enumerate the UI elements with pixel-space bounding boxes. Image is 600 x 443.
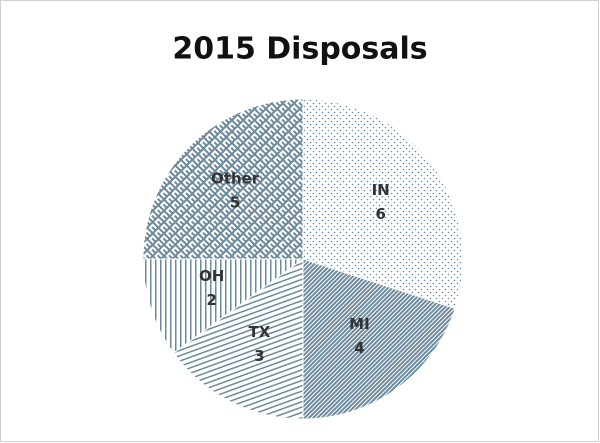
slice-value: 5 — [230, 194, 240, 212]
slice-value: 2 — [206, 291, 216, 309]
slice-label: Other — [211, 170, 260, 188]
slice-value: 6 — [375, 205, 385, 223]
chart-title: 2015 Disposals — [172, 32, 427, 67]
slice-value: 4 — [354, 339, 364, 357]
slice-value: 3 — [254, 347, 264, 365]
pie-slice — [302, 98, 464, 310]
pie-slice — [142, 98, 304, 260]
pie-slice — [302, 258, 456, 420]
slice-label: OH — [199, 267, 224, 285]
slice-label: TX — [249, 323, 271, 341]
pie-slice — [172, 258, 304, 420]
slice-label: IN — [372, 181, 390, 199]
slice-label: MI — [349, 315, 370, 333]
pie-slice — [142, 258, 305, 354]
